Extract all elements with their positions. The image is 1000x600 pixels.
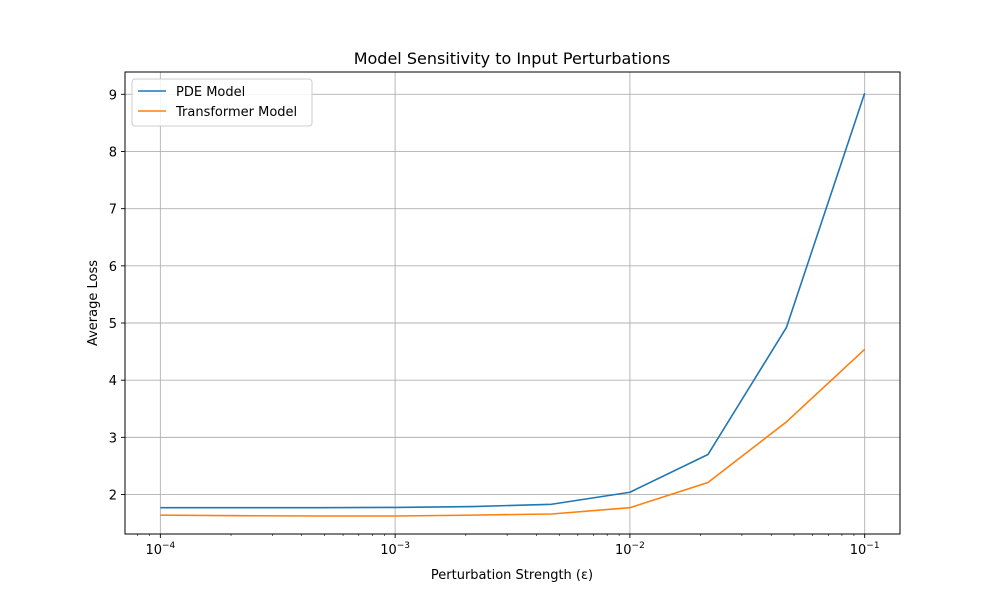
data-point-pde-model	[551, 503, 553, 505]
x-axis-label: Perturbation Strength (ε)	[431, 568, 593, 583]
data-point-pde-model	[786, 327, 788, 329]
chart-title: Model Sensitivity to Input Perturbations	[354, 49, 671, 68]
y-tick-label: 9	[109, 88, 117, 103]
x-tick-label-base: 10	[850, 543, 867, 558]
y-tick-label: 3	[109, 431, 117, 446]
x-tick-label-base: 10	[615, 543, 632, 558]
data-point-transformer-model	[629, 507, 631, 509]
data-point-transformer-model	[316, 515, 318, 517]
x-tick-label: 10−1	[850, 541, 880, 558]
data-point-transformer-model	[472, 514, 474, 516]
x-tick-label: 10−3	[380, 541, 410, 558]
legend-label: PDE Model	[176, 85, 245, 100]
data-point-transformer-model	[707, 482, 709, 484]
data-point-pde-model	[160, 507, 162, 509]
y-tick-label: 8	[109, 145, 117, 160]
data-point-pde-model	[472, 506, 474, 508]
series-line-transformer-model	[160, 348, 866, 517]
x-tick-label-base: 10	[380, 543, 397, 558]
data-point-pde-model	[394, 507, 396, 509]
data-point-pde-model	[316, 507, 318, 509]
data-point-pde-model	[707, 454, 709, 456]
y-tick-label: 7	[109, 203, 117, 218]
y-axis-label: Average Loss	[86, 260, 101, 346]
series-line-pde-model	[160, 92, 866, 509]
y-tick-label: 2	[109, 489, 117, 504]
y-tick-label: 5	[109, 317, 117, 332]
x-tick-label-exp: −3	[397, 541, 410, 551]
data-point-pde-model	[864, 92, 866, 94]
data-point-transformer-model	[238, 515, 240, 517]
x-tick-label-exp: −2	[632, 541, 645, 551]
y-tick-label: 4	[109, 374, 117, 389]
data-point-transformer-model	[551, 513, 553, 515]
x-tick-label: 10−4	[145, 541, 175, 558]
grid	[125, 72, 900, 534]
series-lines	[160, 92, 866, 517]
data-point-transformer-model	[394, 515, 396, 517]
data-point-transformer-model	[160, 514, 162, 516]
x-tick-label: 10−2	[615, 541, 645, 558]
data-point-pde-model	[629, 491, 631, 493]
legend-box	[131, 78, 313, 127]
x-tick-label-base: 10	[145, 543, 162, 558]
data-point-pde-model	[238, 507, 240, 509]
legend: PDE Model Transformer Model	[131, 78, 313, 127]
x-tick-label-exp: −1	[866, 541, 879, 551]
legend-label: Transformer Model	[175, 105, 297, 120]
y-tick-label: 6	[109, 260, 117, 275]
x-tick-label-exp: −4	[162, 541, 176, 551]
plot-frame	[124, 71, 901, 535]
data-point-transformer-model	[864, 349, 866, 351]
data-point-transformer-model	[786, 421, 788, 423]
